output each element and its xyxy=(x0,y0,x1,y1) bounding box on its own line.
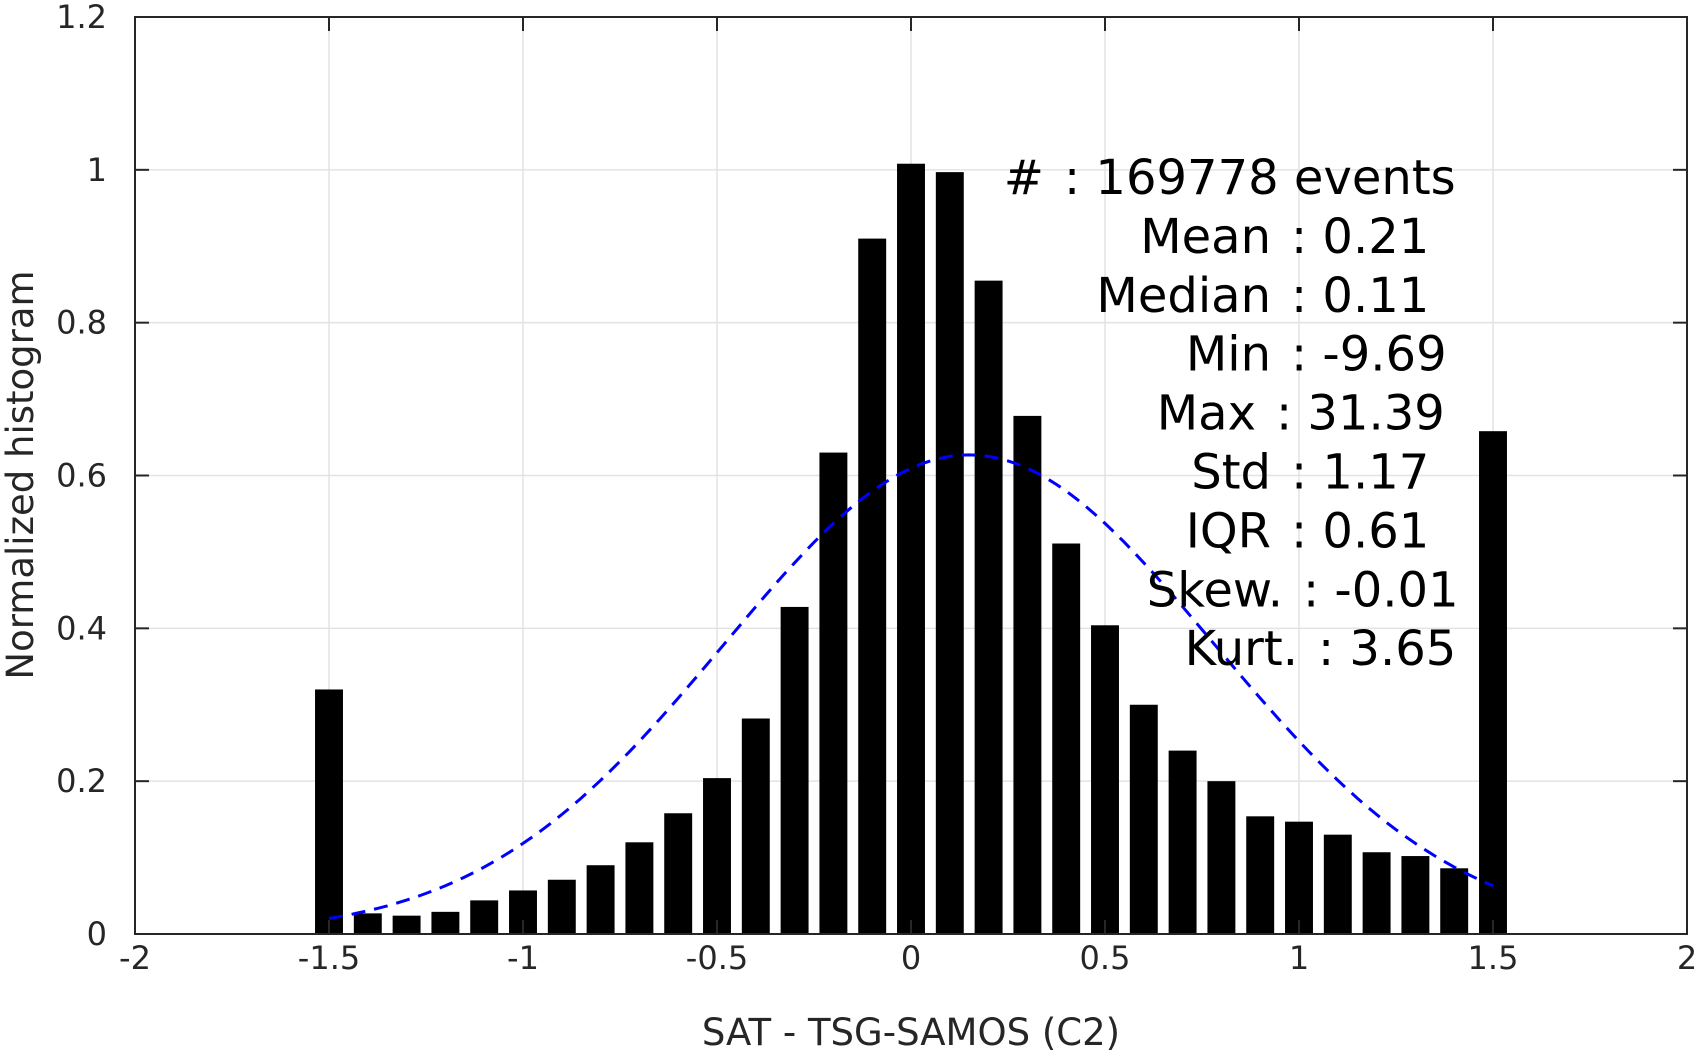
x-tick-label: -0.5 xyxy=(686,939,748,977)
stat-value: : 0.61 xyxy=(1291,503,1429,559)
x-tick-label: -1.5 xyxy=(298,939,360,977)
histogram-bar xyxy=(1168,750,1197,934)
stat-label: Kurt. xyxy=(1185,621,1298,677)
y-tick-label: 0.4 xyxy=(56,609,107,647)
histogram-bar xyxy=(353,913,382,934)
histogram-bar xyxy=(664,813,693,934)
histogram-bar xyxy=(974,280,1003,934)
x-tick-label: -1 xyxy=(507,939,539,977)
histogram-bar xyxy=(1091,625,1119,934)
x-tick-labels: -2 -1.5 -1 -0.5 0 0.5 1 1.5 2 xyxy=(119,939,1697,977)
stat-label: Std xyxy=(1191,445,1271,501)
fit-curve xyxy=(328,453,1494,920)
histogram-bar xyxy=(935,172,964,934)
histogram-bar xyxy=(1285,821,1313,934)
histogram-bar xyxy=(1440,868,1469,934)
x-tick-label: 1 xyxy=(1289,939,1309,977)
y-tick-label: 1 xyxy=(87,151,107,189)
y-tick-labels: 0 0.2 0.4 0.6 0.8 1 1.2 xyxy=(56,0,107,953)
histogram-bars xyxy=(315,163,1507,935)
histogram-bar xyxy=(1401,856,1430,934)
stat-value: : 3.65 xyxy=(1318,621,1456,677)
stat-label: Max xyxy=(1157,386,1256,442)
x-axis-label: SAT - TSG-SAMOS (C2) xyxy=(702,1011,1120,1053)
stat-value: : 169778 events xyxy=(1064,150,1456,206)
histogram-bar xyxy=(1052,543,1081,934)
histogram-bar xyxy=(1362,852,1391,934)
y-tick-label: 0.8 xyxy=(56,304,107,342)
stat-value: : 31.39 xyxy=(1276,386,1445,442)
histogram-bar xyxy=(1246,816,1275,934)
y-tick-label: 0.6 xyxy=(56,457,107,495)
stat-value: : -0.01 xyxy=(1303,562,1459,618)
stat-value: : 1.17 xyxy=(1291,445,1429,501)
stat-label: IQR xyxy=(1186,503,1271,559)
histogram-bar xyxy=(470,900,499,934)
histogram-bar xyxy=(858,238,887,934)
x-tick-label: 0 xyxy=(901,939,921,977)
y-tick-label: 0.2 xyxy=(56,762,107,800)
histogram-bar xyxy=(431,911,460,934)
histogram-bar xyxy=(703,778,731,934)
stat-label: Median xyxy=(1096,268,1271,324)
stat-value: : 0.21 xyxy=(1291,209,1429,265)
histogram-bar xyxy=(1479,431,1507,934)
histogram-bar xyxy=(586,865,615,934)
x-tick-label: 0.5 xyxy=(1080,939,1131,977)
histogram-bar xyxy=(1129,704,1158,934)
histogram-bar xyxy=(1013,415,1042,934)
stat-label: Min xyxy=(1186,327,1271,383)
histogram-bar xyxy=(741,718,770,934)
stat-value: : -9.69 xyxy=(1291,327,1447,383)
stat-label: Mean xyxy=(1140,209,1271,265)
histogram-bar xyxy=(897,163,925,935)
x-tick-label: -2 xyxy=(119,939,151,977)
stat-label: Skew. xyxy=(1147,562,1283,618)
axis-ticks xyxy=(134,16,1688,935)
histogram-bar xyxy=(819,452,848,934)
histogram-bar xyxy=(1207,781,1236,934)
histogram-bar xyxy=(547,879,576,934)
y-axis-label: Normalized histogram xyxy=(0,270,42,679)
histogram-bar xyxy=(392,915,421,934)
histogram-bar xyxy=(1323,834,1352,934)
stat-label: # xyxy=(1004,150,1044,206)
x-tick-label: 1.5 xyxy=(1468,939,1519,977)
histogram-bar xyxy=(315,689,343,934)
histogram-bar xyxy=(625,842,654,934)
stat-value: : 0.11 xyxy=(1291,268,1429,324)
x-tick-label: 2 xyxy=(1677,939,1697,977)
histogram-bar xyxy=(780,606,809,934)
y-tick-label: 1.2 xyxy=(56,0,107,36)
y-tick-label: 0 xyxy=(87,915,107,953)
